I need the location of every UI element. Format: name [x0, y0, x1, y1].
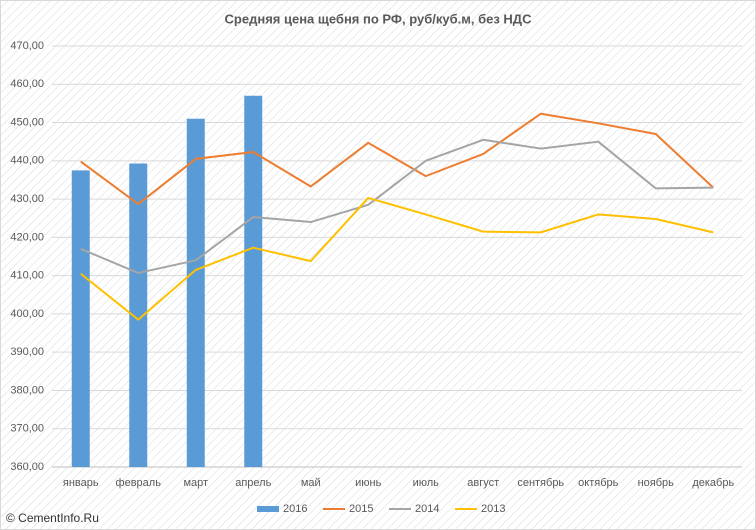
x-tick-label: ноябрь — [638, 477, 675, 489]
y-tick-label: 410,00 — [10, 270, 44, 282]
bar — [186, 118, 205, 467]
x-tick-label: март — [183, 477, 208, 489]
x-tick-label: август — [467, 477, 499, 489]
x-tick-label: май — [301, 477, 321, 489]
chart-title: Средняя цена щебня по РФ, руб/куб.м, без… — [225, 11, 533, 26]
y-tick-label: 370,00 — [10, 423, 44, 435]
legend-label: 2015 — [349, 503, 373, 515]
x-tick-label: октябрь — [578, 477, 618, 489]
line — [80, 112, 714, 206]
x-tick-label: июнь — [355, 477, 381, 489]
y-tick-label: 460,00 — [10, 78, 44, 90]
y-tick-label: 360,00 — [10, 461, 44, 473]
bar — [71, 170, 90, 468]
x-tick-label: январь — [63, 477, 99, 489]
y-tick-label: 390,00 — [10, 346, 44, 358]
y-tick-label: 450,00 — [10, 116, 44, 128]
watermark: © CementInfo.Ru — [6, 511, 99, 525]
line — [80, 196, 714, 321]
y-tick-label: 430,00 — [10, 193, 44, 205]
legend-label: 2016 — [283, 503, 307, 515]
y-tick-label: 400,00 — [10, 308, 44, 320]
y-tick-label: 470,00 — [10, 40, 44, 52]
bar — [244, 95, 263, 467]
x-tick-label: декабрь — [692, 477, 734, 489]
x-tick-label: февраль — [116, 477, 162, 489]
x-tick-label: сентябрь — [517, 477, 564, 489]
bar — [129, 163, 148, 468]
legend-label: 2014 — [415, 503, 439, 515]
line — [80, 138, 714, 274]
legend-swatch — [257, 506, 279, 512]
x-tick-label: апрель — [235, 477, 271, 489]
y-tick-label: 440,00 — [10, 155, 44, 167]
y-tick-label: 420,00 — [10, 231, 44, 243]
x-tick-label: июль — [413, 477, 440, 489]
y-tick-label: 380,00 — [10, 384, 44, 396]
legend-label: 2013 — [481, 503, 505, 515]
